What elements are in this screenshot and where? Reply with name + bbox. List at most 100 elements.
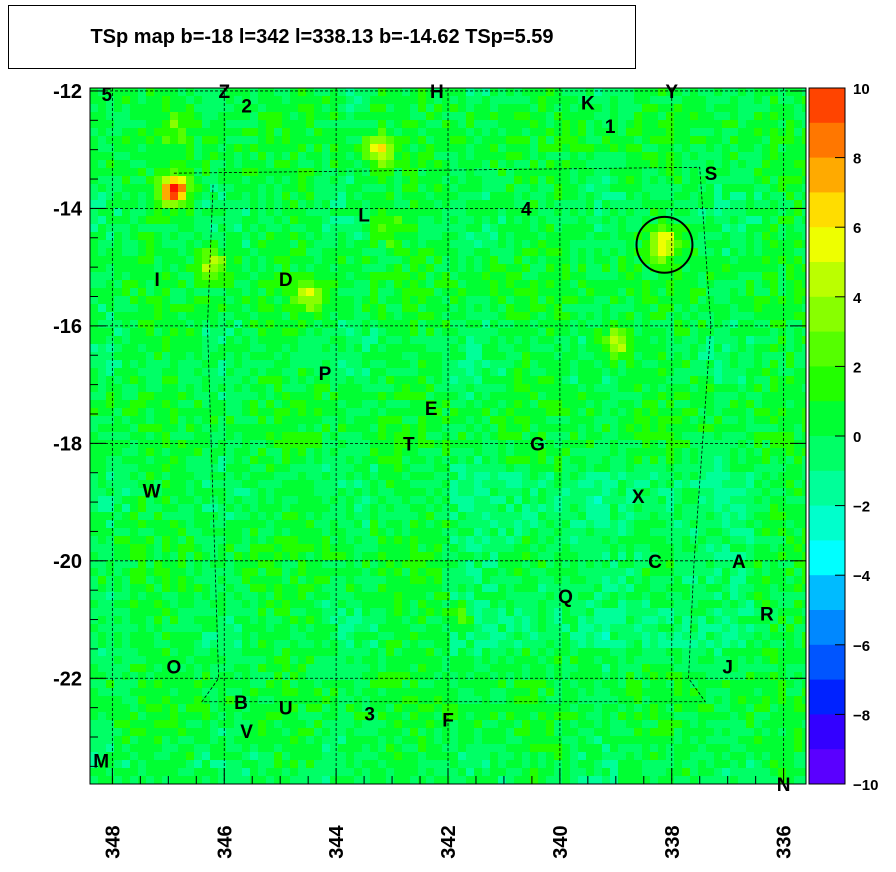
heatmap-cell xyxy=(130,272,138,280)
heatmap-cell xyxy=(98,256,106,264)
heatmap-cell xyxy=(634,320,642,328)
heatmap-cell xyxy=(410,392,418,400)
heatmap-cell xyxy=(690,256,698,264)
heatmap-cell xyxy=(314,472,322,480)
heatmap-cell xyxy=(570,104,578,112)
heatmap-cell xyxy=(474,160,482,168)
heatmap-cell xyxy=(586,512,594,520)
heatmap-cell xyxy=(570,256,578,264)
heatmap-cell xyxy=(306,208,314,216)
heatmap-cell xyxy=(330,136,338,144)
heatmap-cell xyxy=(378,152,386,160)
heatmap-cell xyxy=(290,448,298,456)
heatmap-cell xyxy=(106,128,114,136)
heatmap-cell xyxy=(754,424,762,432)
heatmap-cell xyxy=(106,416,114,424)
heatmap-cell xyxy=(202,312,210,320)
heatmap-cell xyxy=(218,472,226,480)
heatmap-cell xyxy=(234,520,242,528)
heatmap-cell xyxy=(114,472,122,480)
heatmap-cell xyxy=(410,216,418,224)
heatmap-cell xyxy=(682,384,690,392)
heatmap-cell xyxy=(194,272,202,280)
heatmap-cell xyxy=(386,528,394,536)
heatmap-cell xyxy=(210,112,218,120)
heatmap-cell xyxy=(530,272,538,280)
heatmap-cell xyxy=(538,480,546,488)
heatmap-cell xyxy=(394,480,402,488)
heatmap-cell xyxy=(498,448,506,456)
heatmap-cell xyxy=(298,96,306,104)
heatmap-cell xyxy=(666,400,674,408)
heatmap-cell xyxy=(210,232,218,240)
heatmap-cell xyxy=(250,320,258,328)
heatmap-cell xyxy=(130,416,138,424)
heatmap-cell xyxy=(234,200,242,208)
heatmap-cell xyxy=(706,184,714,192)
heatmap-cell xyxy=(730,360,738,368)
heatmap-cell xyxy=(570,192,578,200)
heatmap-cell xyxy=(386,520,394,528)
heatmap-cell xyxy=(362,136,370,144)
heatmap-cell xyxy=(266,336,274,344)
heatmap-cell xyxy=(122,208,130,216)
heatmap-cell xyxy=(138,376,146,384)
heatmap-cell xyxy=(410,520,418,528)
heatmap-cell xyxy=(114,344,122,352)
heatmap-cell xyxy=(314,128,322,136)
heatmap-cell xyxy=(234,128,242,136)
heatmap-cell xyxy=(242,528,250,536)
heatmap-cell xyxy=(682,136,690,144)
heatmap-cell xyxy=(170,184,178,192)
heatmap-cell xyxy=(274,200,282,208)
heatmap-cell xyxy=(762,312,770,320)
heatmap-cell xyxy=(442,464,450,472)
heatmap-cell xyxy=(538,416,546,424)
heatmap-cell xyxy=(314,176,322,184)
heatmap-cell xyxy=(618,344,626,352)
heatmap-cell xyxy=(642,240,650,248)
heatmap-cell xyxy=(218,384,226,392)
heatmap-cell xyxy=(450,376,458,384)
heatmap-cell xyxy=(770,432,778,440)
heatmap-cell xyxy=(194,456,202,464)
heatmap-cell xyxy=(282,296,290,304)
heatmap-cell xyxy=(698,88,706,96)
heatmap-cell xyxy=(554,224,562,232)
heatmap-cell xyxy=(650,440,658,448)
heatmap-cell xyxy=(482,200,490,208)
heatmap-cell xyxy=(722,352,730,360)
heatmap-cell xyxy=(114,128,122,136)
heatmap-cell xyxy=(98,144,106,152)
heatmap-cell xyxy=(482,480,490,488)
heatmap-cell xyxy=(258,144,266,152)
heatmap-cell xyxy=(98,352,106,360)
heatmap-cell xyxy=(594,184,602,192)
heatmap-cell xyxy=(90,120,98,128)
heatmap-cell xyxy=(274,336,282,344)
heatmap-cell xyxy=(322,472,330,480)
heatmap-cell xyxy=(146,416,154,424)
heatmap-cell xyxy=(554,216,562,224)
heatmap-cell xyxy=(450,456,458,464)
heatmap-cell xyxy=(802,336,806,344)
heatmap-cell xyxy=(794,120,802,128)
heatmap-cell xyxy=(330,440,338,448)
heatmap-cell xyxy=(642,288,650,296)
heatmap-cell xyxy=(394,120,402,128)
heatmap-cell xyxy=(98,512,106,520)
heatmap-cell xyxy=(658,400,666,408)
heatmap-cell xyxy=(442,488,450,496)
heatmap-cell xyxy=(626,344,634,352)
heatmap-cell xyxy=(106,432,114,440)
heatmap-cell xyxy=(114,208,122,216)
heatmap-cell xyxy=(650,344,658,352)
heatmap-cell xyxy=(226,344,234,352)
heatmap-cell xyxy=(610,264,618,272)
heatmap-cell xyxy=(602,448,610,456)
heatmap-cell xyxy=(522,200,530,208)
heatmap-cell xyxy=(306,488,314,496)
heatmap-cell xyxy=(770,120,778,128)
heatmap-cell xyxy=(754,160,762,168)
heatmap-cell xyxy=(226,192,234,200)
